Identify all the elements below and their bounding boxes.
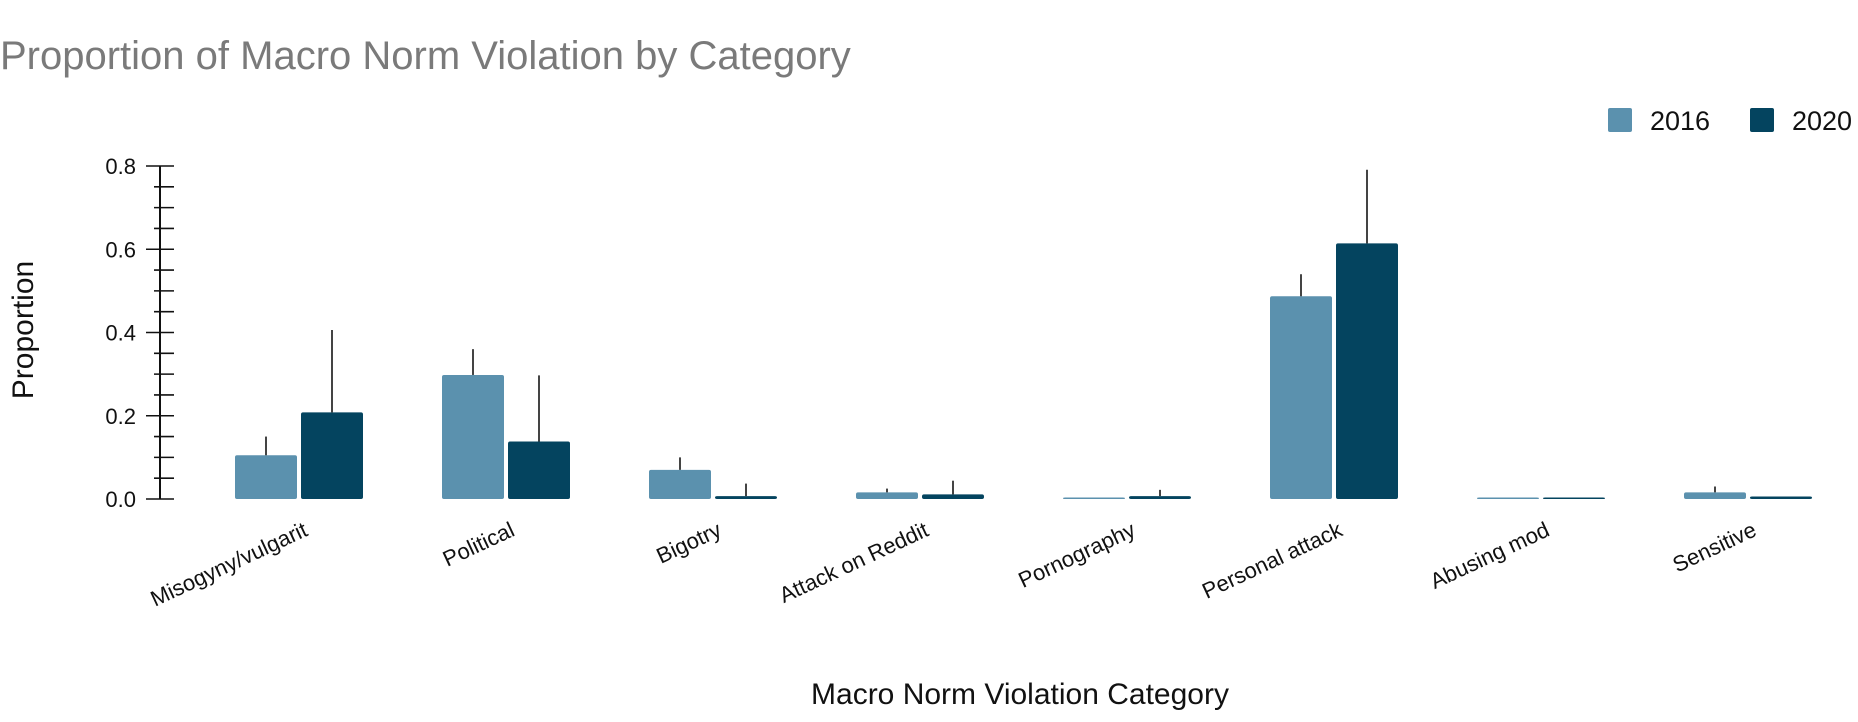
y-tick-label: 0.4 [105,321,136,346]
y-tick-label: 0.6 [105,237,136,262]
bar-2020-3 [922,494,984,499]
x-category-label: Personal attack [1198,516,1347,603]
bar-2016-5 [1270,296,1332,499]
bar-2020-5 [1336,243,1398,499]
x-category-label: Abusing mod [1426,517,1553,594]
bar-2020-7 [1750,496,1812,499]
bar-2020-0 [301,412,363,499]
chart-title: Proportion of Macro Norm Violation by Ca… [0,34,851,78]
y-tick-label: 0.0 [105,487,136,512]
bar-2016-0 [235,455,297,499]
y-axis-title: Proportion [7,261,40,399]
bar-2016-3 [856,492,918,499]
x-category-label: Pornography [1014,517,1139,593]
error-bars-group [265,169,1716,497]
bar-2016-7 [1684,492,1746,499]
y-tick-label: 0.2 [105,404,136,429]
legend-swatch-2020 [1750,108,1774,132]
legend: 2016 2020 [1608,106,1852,136]
x-category-label: Sensitive [1669,517,1760,577]
legend-label-2016: 2016 [1650,106,1710,136]
bar-2016-2 [649,469,711,499]
bars-group [235,243,1812,499]
legend-swatch-2016 [1608,108,1632,132]
x-category-label: Political [439,517,518,572]
category-labels: Misogyny/vulgarit Political Bigotry Attack … [147,516,1761,611]
legend-label-2020: 2020 [1792,106,1852,136]
y-axis: 0.0 0.2 0.4 0.6 0.8 [105,154,174,512]
bar-2020-6 [1543,497,1605,499]
bar-2016-1 [442,374,504,499]
bar-2020-4 [1129,496,1191,499]
x-category-label: Bigotry [652,517,725,569]
bar-2020-2 [715,496,777,499]
x-category-label: Misogyny/vulgarit [147,517,312,611]
bar-2016-4 [1063,497,1125,499]
x-category-label: Attack on Reddit [775,517,932,608]
bar-2016-6 [1477,497,1539,499]
bar-2020-1 [508,441,570,499]
y-tick-label: 0.8 [105,154,136,179]
x-axis-title: Macro Norm Violation Category [811,678,1229,711]
